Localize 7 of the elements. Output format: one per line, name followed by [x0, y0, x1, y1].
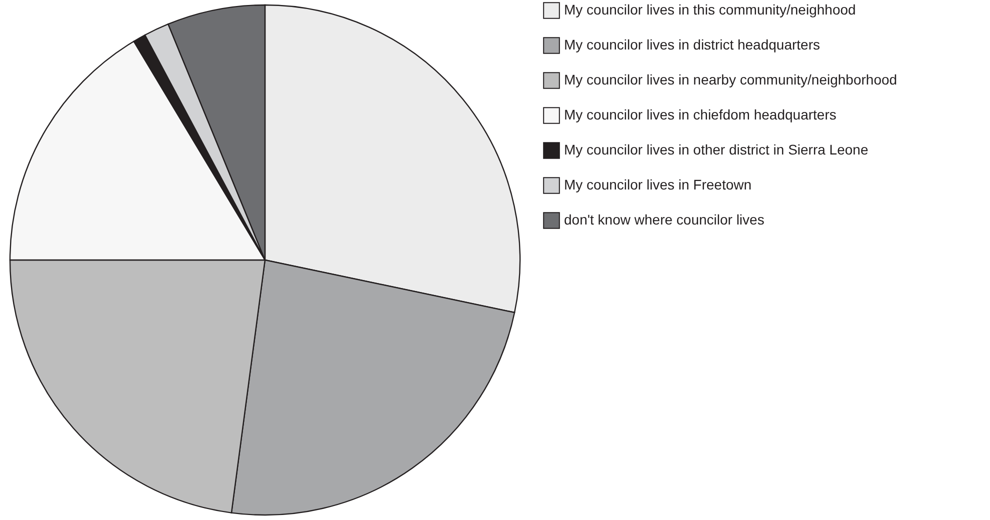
legend-label: My councilor lives in chiefdom headquarters	[564, 106, 836, 122]
legend-label: My councilor lives in Freetown	[564, 176, 752, 192]
legend-label: don't know where councilor lives	[564, 212, 764, 228]
legend-label: My councilor lives in other district in Sierra Leone	[564, 142, 868, 158]
legend-label: My councilor lives in nearby community/neighborhood	[564, 72, 898, 88]
legend-label: My councilor lives in district headquarters	[564, 36, 820, 52]
legend-label: My councilor lives in this community/neighhood	[564, 2, 856, 18]
